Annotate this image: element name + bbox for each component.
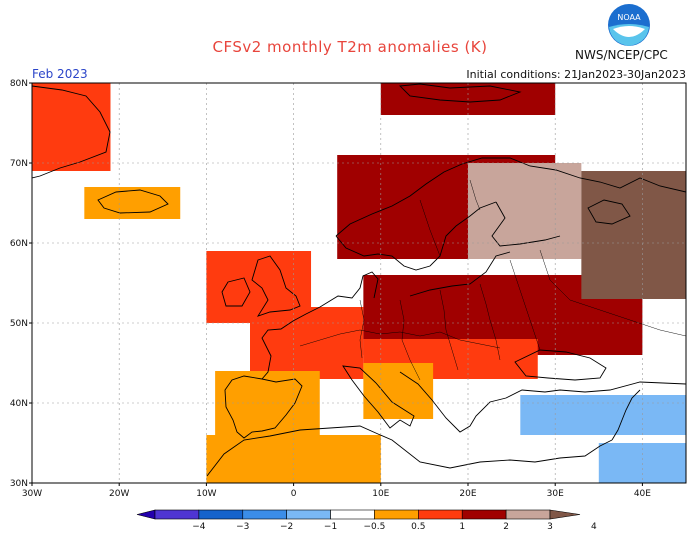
- anomaly-region-italy: [363, 363, 434, 419]
- colorbar-segment: [461, 509, 507, 520]
- latitude-labels: 80N 70N 60N 50N 40N 30N: [10, 79, 32, 489]
- colorbar-segment: [154, 509, 200, 520]
- colorbar-segment: [374, 509, 419, 520]
- colorbar-label: 0.5: [411, 522, 425, 532]
- colorbar-arrow-left: [136, 509, 156, 520]
- lon-tick-label: 40E: [634, 489, 651, 499]
- initial-conditions: Initial conditions: 21Jan2023-30Jan2023: [466, 68, 686, 81]
- coastlines: [32, 83, 686, 477]
- lon-tick-label: 30W: [22, 489, 42, 499]
- anomaly-region-finland-baltics: [468, 163, 582, 259]
- lon-tick-label: 20W: [109, 489, 129, 499]
- lon-tick-label: 20E: [459, 489, 476, 499]
- colorbar-segment: [242, 509, 287, 520]
- colorbar-label: 3: [547, 522, 553, 532]
- lon-tick-label: 30E: [547, 489, 564, 499]
- agency-label: NWS/NCEP/CPC: [575, 48, 668, 62]
- colorbar-label: −2: [280, 522, 293, 532]
- colorbar-segment: [330, 509, 375, 520]
- colorbar-label: 1: [459, 522, 465, 532]
- lat-tick-label: 40N: [10, 399, 28, 409]
- colorbar-label: −3: [236, 522, 249, 532]
- anomaly-region-greenland-east: [32, 83, 111, 171]
- noaa-logo: NOAA: [608, 4, 650, 46]
- anomaly-region-anatolia: [520, 395, 686, 435]
- gridlines: [32, 83, 686, 483]
- forecast-month: Feb 2023: [32, 67, 88, 81]
- plot-area: [32, 83, 686, 483]
- anomaly-region-france-benelux: [250, 307, 364, 379]
- colorbar-segment: [286, 509, 331, 520]
- lat-tick-label: 50N: [10, 319, 28, 329]
- colorbar-label: −4: [192, 522, 206, 532]
- colorbar: −4 −3 −2 −1 −0.5 0.5 1 2 3 4: [136, 509, 597, 532]
- colorbar-label: 2: [503, 522, 509, 532]
- lat-tick-label: 30N: [10, 479, 28, 489]
- colorbar-label: −1: [324, 522, 337, 532]
- borders: [299, 179, 686, 381]
- lon-tick-label: 10W: [196, 489, 216, 499]
- longitude-labels: 30W 20W 10W 0 10E 20E 30E 40E: [22, 483, 651, 499]
- plot-frame: [31, 82, 687, 484]
- map-title: CFSv2 monthly T2m anomalies (K): [212, 38, 488, 56]
- colorbar-segment: [198, 509, 244, 520]
- lon-tick-label: 0: [291, 489, 297, 499]
- lon-tick-label: 10E: [372, 489, 389, 499]
- anomaly-region-northwest-russia: [581, 171, 686, 299]
- logo-text: NOAA: [617, 13, 641, 22]
- lat-tick-label: 60N: [10, 239, 28, 249]
- anomaly-region-iceland: [84, 187, 181, 219]
- colorbar-arrow-right: [549, 509, 581, 520]
- lat-tick-label: 70N: [10, 159, 28, 169]
- colorbar-segment: [418, 509, 463, 520]
- lat-tick-label: 80N: [10, 79, 28, 89]
- colorbar-segment: [505, 509, 551, 520]
- colorbar-label: 4: [591, 522, 597, 532]
- colorbar-label: −0.5: [364, 522, 386, 532]
